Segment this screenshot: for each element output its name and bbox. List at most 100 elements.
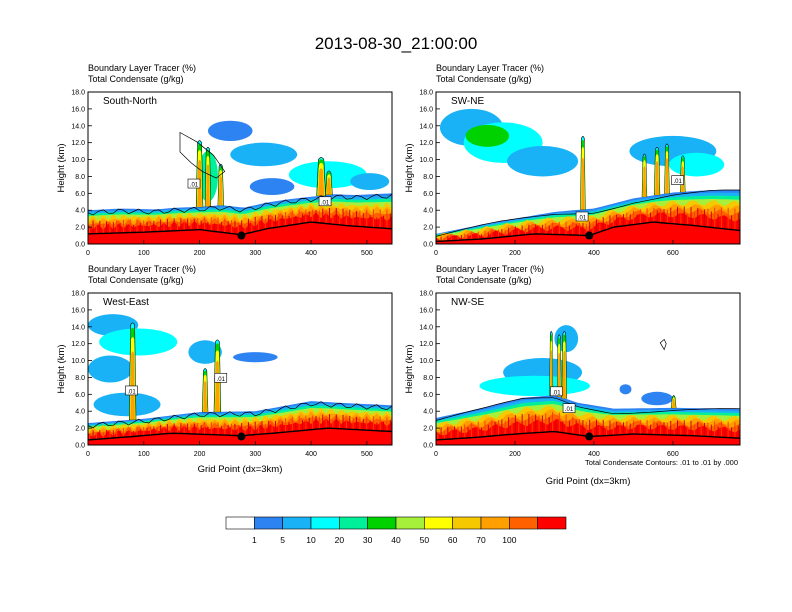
y-tick-label: 16.0 xyxy=(419,307,433,314)
x-tick-label: 400 xyxy=(588,451,600,458)
contour-label: .01 xyxy=(190,183,199,189)
contour-label-box xyxy=(318,196,332,207)
y-tick-label: 8.0 xyxy=(75,375,85,382)
cloud-shading xyxy=(93,392,161,417)
colorbar-label: 70 xyxy=(476,535,486,545)
y-tick-label: 14.0 xyxy=(71,123,85,130)
convective-tower xyxy=(326,177,332,195)
condensate-title: Total Condensate (g/kg) xyxy=(88,275,184,285)
cloud-shading xyxy=(641,391,673,406)
contour-label-box xyxy=(125,385,138,396)
x-tick-label: 600 xyxy=(667,250,679,257)
cloud-shading xyxy=(233,352,278,363)
convective-tower xyxy=(130,351,135,420)
colorbar-label: 30 xyxy=(363,535,373,545)
colorbar-swatch xyxy=(509,516,538,530)
y-tick-label: 18.0 xyxy=(419,291,433,298)
tracer-title: Boundary Layer Tracer (%) xyxy=(88,264,196,274)
y-tick-label: 16.0 xyxy=(71,307,85,314)
condensate-contour xyxy=(436,397,740,421)
y-tick-label: 12.0 xyxy=(71,341,85,348)
colorbar-label: 20 xyxy=(335,535,345,545)
x-tick-label: 500 xyxy=(361,250,373,257)
x-tick-label: 500 xyxy=(361,451,373,458)
colorbar-swatch xyxy=(452,516,482,530)
cloud-shading xyxy=(249,178,295,196)
x-tick-label: 200 xyxy=(509,250,521,257)
contour-label: .01 xyxy=(321,200,330,206)
y-tick-label: 18.0 xyxy=(419,90,433,97)
cloud-shading xyxy=(619,384,632,395)
panel-name: South-North xyxy=(103,96,157,107)
location-marker xyxy=(237,231,246,240)
panel-frame xyxy=(87,91,393,245)
convective-tower xyxy=(557,352,561,397)
condensate-title: Total Condensate (g/kg) xyxy=(436,74,532,84)
colorbar-swatch xyxy=(424,516,453,530)
x-axis-label: Grid Point (dx=3km) xyxy=(198,464,283,475)
cloud-shading xyxy=(479,375,590,397)
contour-label: .01 xyxy=(673,179,682,185)
panel-name: West-East xyxy=(103,297,149,308)
contour-label-box xyxy=(214,372,228,383)
y-tick-label: 14.0 xyxy=(419,324,433,331)
y-tick-label: 2.0 xyxy=(423,225,433,232)
panel-frame xyxy=(87,292,393,446)
convective-tower xyxy=(218,175,223,206)
contour-label: .01 xyxy=(552,390,561,396)
convective-tower xyxy=(203,380,208,412)
y-tick-label: 4.0 xyxy=(423,208,433,215)
colorbar-swatch xyxy=(282,516,312,530)
colorbar-label: 60 xyxy=(448,535,458,545)
y-tick-label: 14.0 xyxy=(419,123,433,130)
panel-1: .01 .01 SW-NE Boundary Layer Tracer (%)Tota… xyxy=(404,63,741,257)
cloud-shading xyxy=(465,124,510,147)
y-tick-label: 0.0 xyxy=(423,242,433,249)
y-tick-label: 10.0 xyxy=(71,358,85,365)
x-tick-label: 0 xyxy=(434,451,438,458)
y-tick-label: 10.0 xyxy=(419,358,433,365)
panel-2: .01 .01 West-East Boundary Layer Tracer (%)… xyxy=(56,264,393,475)
colorbar-label: 40 xyxy=(391,535,401,545)
condensate-title: Total Condensate (g/kg) xyxy=(88,74,184,84)
x-tick-label: 0 xyxy=(86,451,90,458)
x-tick-label: 100 xyxy=(138,451,150,458)
y-tick-label: 8.0 xyxy=(423,375,433,382)
x-tick-label: 200 xyxy=(194,451,206,458)
colorbar-label: 5 xyxy=(280,535,285,545)
colorbar-label: 50 xyxy=(420,535,430,545)
x-tick-label: 200 xyxy=(509,451,521,458)
colorbar-swatch xyxy=(225,516,255,530)
y-tick-label: 12.0 xyxy=(419,140,433,147)
y-tick-label: 2.0 xyxy=(423,426,433,433)
cloud-shading xyxy=(668,152,725,177)
colorbar-swatch xyxy=(339,516,368,530)
condensate-outline xyxy=(659,338,667,351)
contour-label-box xyxy=(550,386,563,397)
tracer-title: Boundary Layer Tracer (%) xyxy=(88,63,196,73)
colorbar-swatch xyxy=(367,516,397,530)
y-tick-label: 6.0 xyxy=(423,392,433,399)
panel-field: .01 .01 xyxy=(88,120,392,244)
contour-label-box xyxy=(671,175,684,185)
colorbar-swatch xyxy=(480,516,510,530)
convective-tower xyxy=(655,160,660,195)
y-tick-label: 4.0 xyxy=(75,409,85,416)
x-tick-label: 300 xyxy=(249,451,261,458)
x-tick-label: 100 xyxy=(138,250,150,257)
cloud-shading xyxy=(99,328,178,356)
contour-label-box xyxy=(562,403,576,413)
panel-name: NW-SE xyxy=(451,297,484,308)
location-marker xyxy=(585,231,594,240)
panel-frame xyxy=(435,91,741,245)
x-tick-label: 0 xyxy=(434,250,438,257)
x-tick-label: 200 xyxy=(194,250,206,257)
x-tick-label: 400 xyxy=(588,250,600,257)
colorbar-label: 1 xyxy=(252,535,257,545)
y-tick-label: 12.0 xyxy=(419,341,433,348)
y-axis-label: Height (km) xyxy=(56,344,67,393)
y-tick-label: 0.0 xyxy=(423,443,433,450)
convective-tower xyxy=(665,158,669,194)
contour-label: .01 xyxy=(565,407,574,413)
